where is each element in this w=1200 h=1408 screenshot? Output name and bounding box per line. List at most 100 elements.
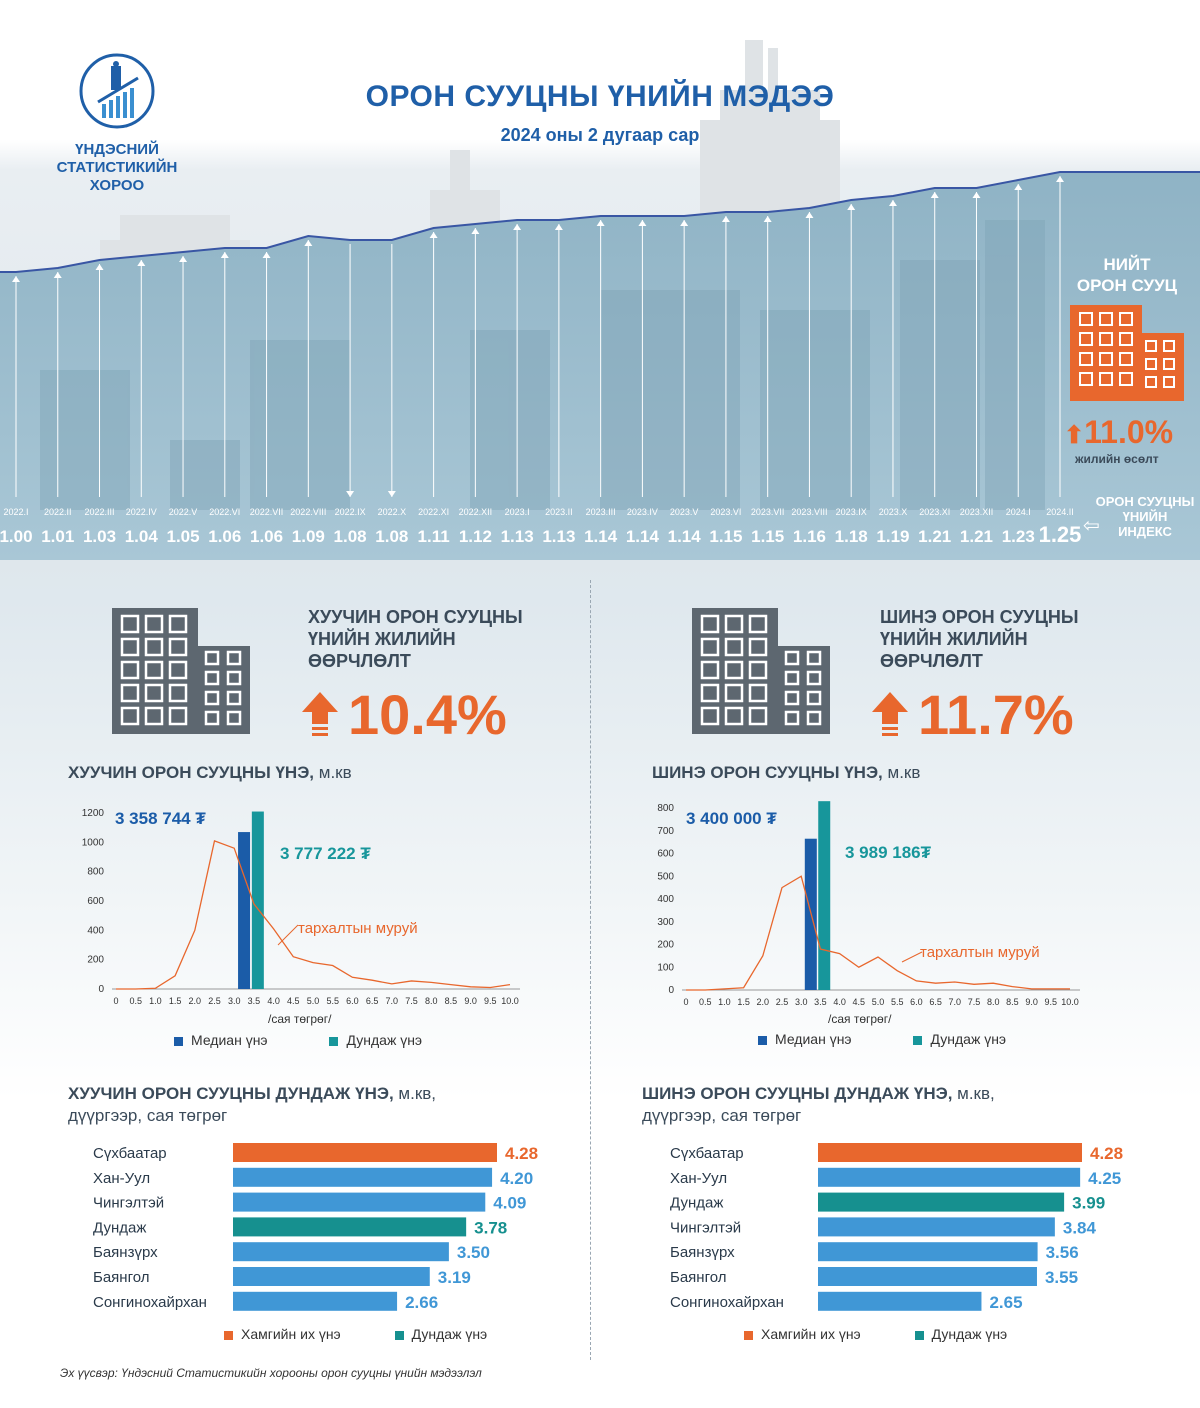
window-icon xyxy=(1119,332,1133,346)
window-icon xyxy=(784,690,800,706)
x-tick-label: 7.5 xyxy=(968,997,981,1007)
apartment-building-icon xyxy=(1070,305,1184,401)
old-legend-max: Хамгийн их үнэ xyxy=(241,1326,341,1342)
up-arrow-icon xyxy=(179,256,188,262)
window-icon xyxy=(168,637,188,657)
index-period-label: 2022.II xyxy=(43,507,72,517)
window-icon xyxy=(1119,372,1133,386)
new-price-title-main: ШИНЭ ОРОН СУУЦНЫ ҮНЭ, xyxy=(652,763,883,782)
district-value: 3.56 xyxy=(1046,1243,1079,1262)
up-arrow-icon xyxy=(763,216,772,222)
window-icon xyxy=(1145,340,1157,352)
window-icon xyxy=(1119,312,1133,326)
district-bar xyxy=(233,1192,486,1212)
old-price-title-unit: м.кв xyxy=(314,763,352,782)
district-value: 2.65 xyxy=(989,1293,1022,1312)
page-title: ОРОН СУУЦНЫ ҮНИЙН МЭДЭЭ xyxy=(365,80,835,113)
index-value-label: 1.12 xyxy=(458,527,492,546)
curve-pointer xyxy=(901,951,923,963)
y-tick-label: 200 xyxy=(657,940,674,951)
old-curve-label: тархалтын муруй xyxy=(298,920,418,937)
up-arrow-icon xyxy=(930,192,939,198)
district-value: 4.28 xyxy=(505,1144,538,1163)
index-value-label: 1.01 xyxy=(41,527,75,546)
max-swatch xyxy=(744,1330,753,1340)
x-tick-label: 8.5 xyxy=(1006,997,1019,1007)
up-arrow-icon xyxy=(513,224,522,230)
window-icon xyxy=(1119,352,1133,366)
x-tick-label: 9.0 xyxy=(1025,997,1038,1007)
old-change-value: 10.4% xyxy=(348,683,507,746)
total-change-caption: жилийн өсөлт xyxy=(1075,452,1159,466)
district-value: 3.84 xyxy=(1063,1218,1097,1237)
new-legend-mean: Дундаж үнэ xyxy=(930,1031,1007,1047)
index-period-label: 2022.VIII xyxy=(290,507,327,517)
index-line xyxy=(0,171,1200,273)
district-value: 3.78 xyxy=(474,1218,507,1237)
index-value-label: 1.13 xyxy=(500,527,534,546)
window-icon xyxy=(204,670,220,686)
district-label: Баянзүрх xyxy=(670,1244,735,1261)
mean-bar xyxy=(251,811,264,989)
district-value: 4.25 xyxy=(1088,1169,1121,1188)
up-arrow-icon xyxy=(429,232,438,238)
window-icon xyxy=(1099,312,1113,326)
index-value-label: 1.03 xyxy=(82,527,117,546)
window-icon xyxy=(748,706,768,726)
window-icon xyxy=(724,683,744,703)
up-arrow-icon xyxy=(262,252,271,258)
old-legend-median: Медиан үнэ xyxy=(191,1032,268,1048)
x-tick-label: 7.0 xyxy=(949,997,962,1007)
old-change-title-l3: ӨӨРЧЛӨЛТ xyxy=(308,651,411,671)
window-icon xyxy=(1163,376,1175,388)
curve-pointer xyxy=(277,924,299,946)
y-tick-label: 0 xyxy=(668,985,674,996)
x-tick-label: 8.0 xyxy=(987,997,1000,1007)
y-tick-label: 400 xyxy=(87,925,104,936)
y-tick-label: 200 xyxy=(87,955,104,966)
index-value-label: 1.15 xyxy=(709,527,743,546)
window-icon xyxy=(1099,352,1113,366)
up-arrow-icon xyxy=(12,276,20,282)
up-arrow-icon xyxy=(972,192,981,198)
up-arrow-icon xyxy=(847,204,856,210)
y-tick-label: 800 xyxy=(657,803,674,814)
old-district-title-main: ХУУЧИН ОРОН СУУЦНЫ ДУНДАЖ ҮНЭ, xyxy=(68,1084,394,1103)
district-bar xyxy=(233,1242,449,1262)
y-tick-label: 1200 xyxy=(82,808,105,819)
district-label: Сүхбаатар xyxy=(670,1145,744,1162)
old-district-subtitle: дүүргээр, сая төгрөг xyxy=(68,1106,228,1125)
new-district-subtitle: дүүргээр, сая төгрөг xyxy=(642,1106,802,1125)
window-icon xyxy=(1099,332,1113,346)
index-value-label: 1.21 xyxy=(959,527,994,546)
district-bar xyxy=(818,1267,1037,1286)
up-arrow-icon xyxy=(805,212,814,218)
index-value-label: 1.25 xyxy=(1038,522,1082,547)
district-value: 4.09 xyxy=(493,1194,526,1213)
index-arrows xyxy=(12,176,1064,497)
window-icon xyxy=(204,710,220,726)
old-district-legend: Хамгийн их үнэ Дундаж үнэ xyxy=(224,1326,487,1342)
new-legend-max: Хамгийн их үнэ xyxy=(761,1326,861,1342)
up-arrow-icon xyxy=(554,224,563,230)
window-icon xyxy=(784,670,800,686)
x-tick-label: 2.0 xyxy=(757,997,770,1007)
district-value: 3.19 xyxy=(438,1268,471,1287)
index-period-label: 2022.V xyxy=(168,507,198,517)
up-arrow-icon xyxy=(137,260,146,266)
district-value: 2.66 xyxy=(405,1293,438,1312)
index-period-label: 2023.IX xyxy=(835,507,867,517)
window-icon xyxy=(120,683,140,703)
index-period-label: 2022.IX xyxy=(334,507,366,517)
up-arrow-icon xyxy=(95,264,104,270)
index-pointer-icon: ⇦ xyxy=(1083,515,1100,537)
index-period-label: 2023.XII xyxy=(959,507,994,517)
x-tick-label: 4.0 xyxy=(833,997,846,1007)
window-icon xyxy=(1099,372,1113,386)
logo xyxy=(78,52,156,130)
district-label: Хан-Уул xyxy=(93,1170,150,1187)
index-period-label: 2023.XI xyxy=(919,507,951,517)
new-change-title-l1: ШИНЭ ОРОН СУУЦНЫ xyxy=(880,607,1079,627)
x-tick-label: 9.5 xyxy=(1045,997,1058,1007)
index-value-label: 1.18 xyxy=(834,527,868,546)
